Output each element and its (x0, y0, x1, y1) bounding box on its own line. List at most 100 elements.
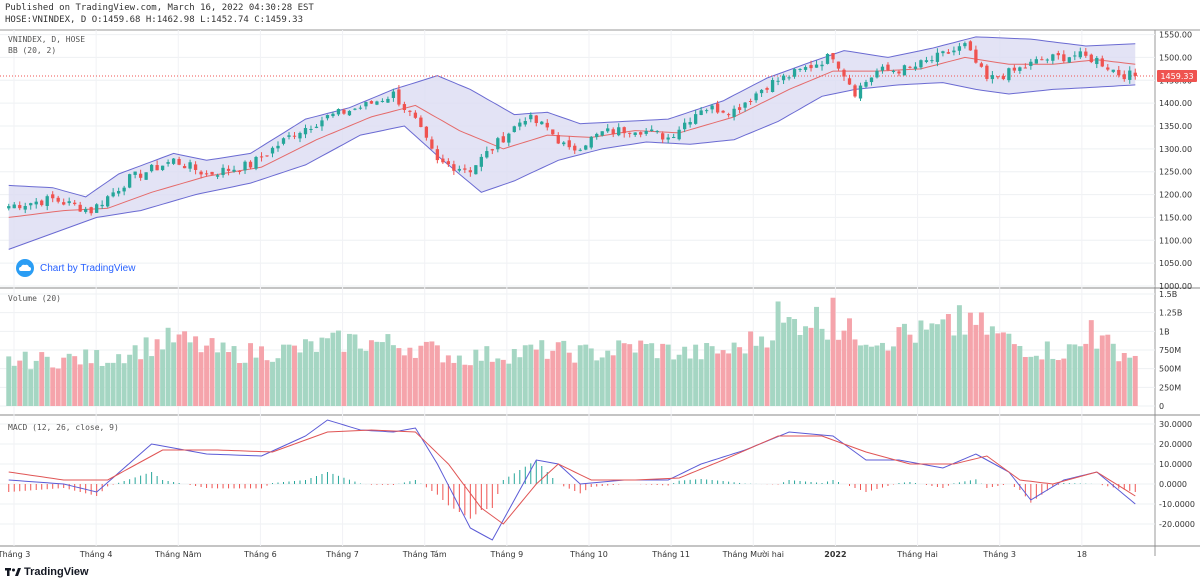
candle-body (265, 155, 269, 157)
candle-body (490, 149, 494, 151)
candle-body (331, 113, 335, 117)
candle-body (204, 173, 209, 175)
time-tick-label: Tháng 10 (569, 550, 608, 559)
volume-bar (1033, 355, 1039, 406)
volume-bar (967, 312, 973, 406)
candle-body (930, 60, 934, 62)
candle-body (897, 71, 901, 74)
volume-bar (841, 330, 847, 406)
candle-body (523, 120, 527, 125)
macd-indicator (8, 419, 1136, 541)
volume-bar (863, 344, 869, 406)
candle-body (776, 80, 780, 82)
candle-body (67, 201, 71, 204)
candle-body (358, 107, 363, 109)
candle-body (402, 104, 407, 111)
bb-band-fill (8, 36, 1136, 250)
volume-tick-label: 1.25B (1159, 309, 1182, 318)
candle-body (380, 100, 385, 102)
candle-body (935, 52, 940, 62)
volume-bar (489, 361, 495, 406)
volume-bar (330, 332, 336, 406)
candle-body (534, 115, 538, 124)
volume-bar (17, 360, 23, 406)
candle-body (391, 91, 396, 98)
volume-bar (385, 334, 391, 406)
candle-body (111, 192, 115, 197)
candle-body (606, 128, 610, 132)
volume-bar (143, 337, 149, 406)
volume-bar (720, 350, 726, 406)
volume-bar (687, 358, 693, 406)
candle-body (809, 65, 813, 69)
volume-bar (792, 319, 798, 406)
candle-body (171, 158, 176, 164)
price-tick-label: 1400.00 (1159, 99, 1192, 108)
macd-tick-label: -10.0000 (1159, 500, 1195, 509)
candle-body (1067, 57, 1071, 63)
volume-bar (44, 356, 50, 406)
volume-bar (934, 324, 940, 406)
volume-bar (638, 340, 644, 406)
candle-body (825, 53, 830, 64)
volume-label[interactable]: Volume (20) (8, 294, 61, 303)
time-tick-label: Tháng 4 (79, 550, 113, 559)
candle-body (622, 127, 626, 134)
volume-bar (1050, 358, 1056, 406)
candle-body (303, 128, 308, 135)
volume-bar (467, 365, 473, 406)
candle-body (182, 166, 187, 169)
candle-body (336, 109, 341, 115)
candle-body (144, 172, 148, 180)
candle-body (34, 201, 38, 205)
candle-body (968, 41, 973, 51)
price-tick-label: 1000.00 (1159, 282, 1192, 291)
volume-bar (440, 362, 446, 406)
volume-bar (803, 326, 809, 406)
volume-bar (825, 339, 830, 406)
volume-bar (324, 338, 330, 406)
volume-bar (434, 345, 440, 406)
candle-body (56, 197, 60, 202)
volume-bar (984, 334, 990, 406)
candle-body (891, 70, 896, 72)
candle-body (133, 171, 137, 175)
candle-body (221, 167, 225, 176)
volume-bar (462, 364, 468, 406)
volume-bar (616, 340, 622, 406)
candle-body (781, 75, 786, 81)
candle-body (540, 121, 544, 125)
time-tick-label: Tháng 11 (651, 550, 690, 559)
candle-body (397, 89, 401, 105)
price-tick-label: 1500.00 (1159, 53, 1192, 62)
candle-body (864, 82, 868, 87)
macd-tick-label: 30.0000 (1159, 420, 1192, 429)
volume-bar (346, 333, 352, 406)
candle-body (699, 110, 703, 116)
candle-body (1122, 74, 1126, 80)
tradingview-logo[interactable]: TradingView (5, 566, 89, 578)
volume-bar (154, 339, 160, 406)
time-tick-label: Tháng Hai (896, 550, 938, 559)
candle-body (595, 133, 599, 138)
volume-bar (1055, 360, 1061, 406)
candle-body (342, 109, 346, 114)
volume-bar (890, 346, 896, 406)
volume-bar (116, 354, 122, 406)
volume-bar (808, 327, 814, 406)
volume-bar (215, 352, 221, 406)
volume-bar (226, 352, 232, 406)
volume-bar (643, 344, 649, 406)
volume-bar (314, 351, 319, 406)
volume-bar (753, 345, 759, 406)
volume-bar (951, 335, 957, 406)
bb-indicator-label[interactable]: BB (20, 2) (8, 46, 56, 55)
candle-body (1095, 57, 1099, 65)
macd-label[interactable]: MACD (12, 26, close, 9) (8, 423, 119, 432)
chart-by-tradingview-watermark[interactable]: Chart by TradingView (16, 259, 135, 277)
price-tick-label: 1350.00 (1159, 122, 1192, 131)
candle-body (281, 138, 286, 144)
candle-body (1084, 51, 1088, 56)
volume-bar (11, 365, 17, 406)
